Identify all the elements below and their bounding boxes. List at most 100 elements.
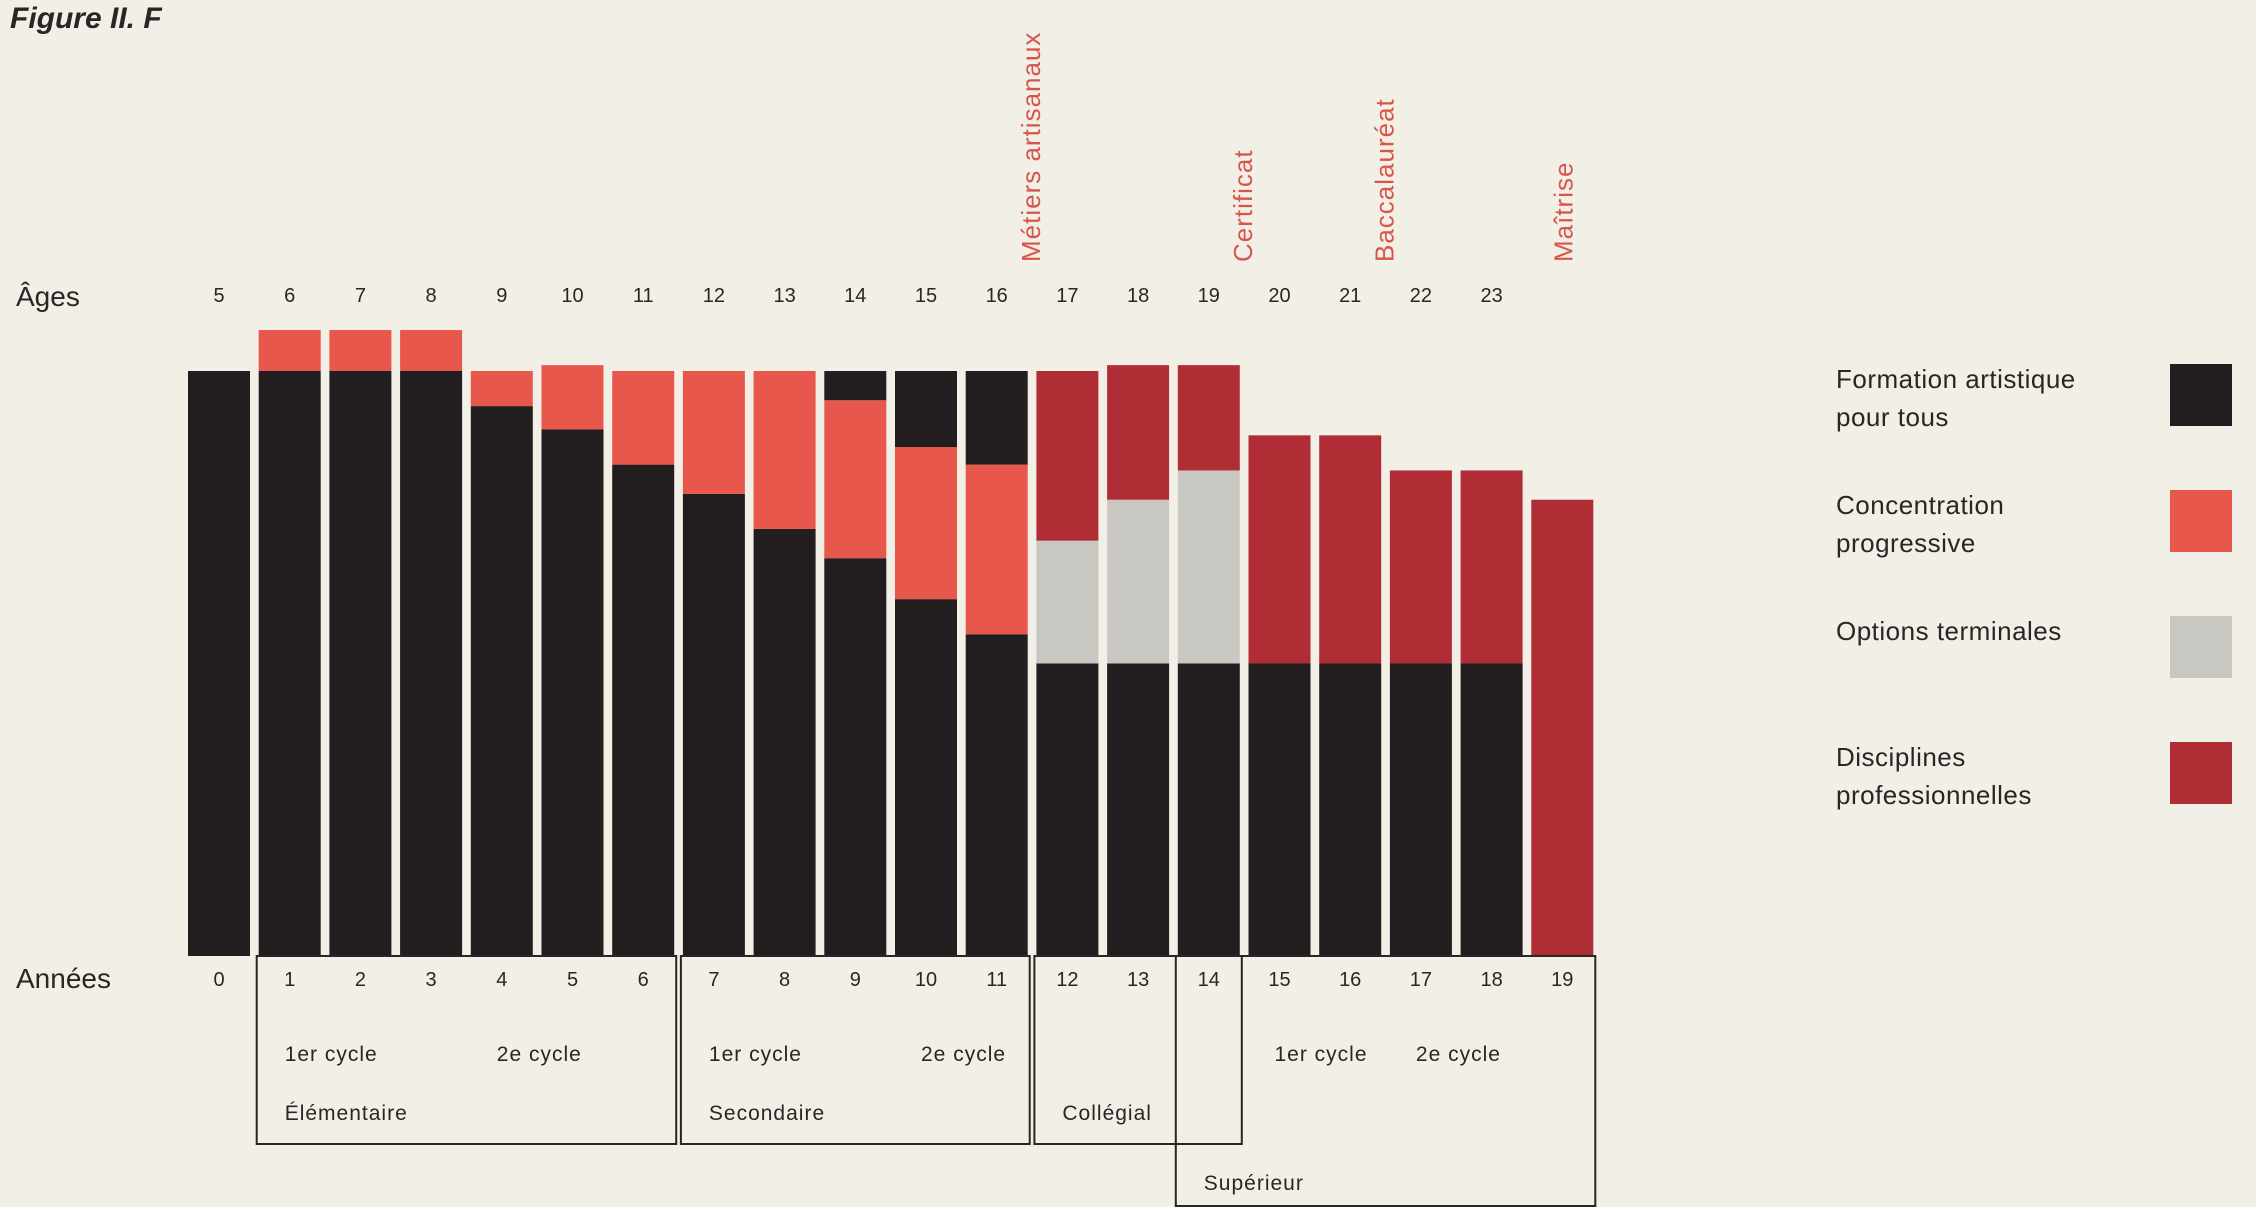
bar-segment-16-s0 — [1319, 663, 1382, 956]
bar-segment-2-s1 — [329, 330, 392, 371]
bar-segment-13-s3 — [1107, 365, 1170, 500]
year-tick-label: 17 — [1410, 969, 1432, 991]
milestone-label: Métiers artisanaux — [1016, 32, 1046, 262]
level-bracket — [1033, 955, 1243, 1145]
year-tick-label: 12 — [1056, 969, 1078, 991]
year-tick-label: 3 — [426, 969, 437, 991]
legend-label: Formation artistique pour tous — [1836, 364, 2076, 432]
bar-cap-9 — [824, 371, 887, 401]
bar-segment-7-s1 — [682, 371, 745, 494]
bar-segment-2-s0 — [329, 371, 392, 956]
year-tick-label: 6 — [638, 969, 649, 991]
bar-segment-7-s0 — [682, 493, 745, 956]
bar-segment-6-s1 — [612, 371, 675, 465]
bar-segment-14-s3 — [1177, 365, 1240, 471]
bar-segment-12-s0 — [1036, 663, 1099, 956]
year-tick-label: 4 — [496, 969, 507, 991]
age-tick-label: 7 — [355, 285, 366, 307]
age-tick-label: 17 — [1056, 285, 1078, 307]
cycle-label: 1er cycle — [1275, 1043, 1368, 1066]
bar-segment-18-s0 — [1460, 663, 1523, 956]
age-tick-label: 5 — [213, 285, 224, 307]
cycle-label: 2e cycle — [1416, 1043, 1501, 1066]
legend-swatch — [2170, 616, 2232, 678]
legend-item-concentration: Concentration progressive — [1836, 486, 2232, 566]
bar-segment-0-s0 — [188, 371, 250, 956]
age-tick-label: 11 — [633, 285, 654, 307]
level-label: Collégial — [1062, 1102, 1152, 1125]
ages-axis-label: Âges — [16, 281, 80, 312]
bar-segment-8-s1 — [753, 371, 816, 529]
level-brackets-group: 1er cycle 2e cycle 1er cycle 2e cycle 1er cy… — [255, 955, 1597, 1207]
bar-segment-4-s1 — [470, 371, 533, 407]
bar-segment-11-s1 — [965, 464, 1028, 635]
bar-segment-10-s0 — [895, 599, 957, 956]
age-tick-label: 15 — [915, 285, 937, 307]
bar-segment-9-s1 — [824, 400, 887, 559]
age-tick-label: 20 — [1268, 285, 1290, 307]
bar-segment-5-s1 — [541, 365, 604, 430]
bar-segment-17-s3 — [1389, 470, 1452, 664]
age-tick-label: 16 — [986, 285, 1008, 307]
level-label: Secondaire — [709, 1102, 825, 1125]
bar-segment-12-s3 — [1036, 371, 1099, 541]
bar-segment-18-s3 — [1460, 470, 1523, 664]
bar-segment-14-s0 — [1177, 663, 1240, 956]
year-tick-label: 16 — [1339, 969, 1361, 991]
age-tick-label: 6 — [284, 285, 295, 307]
year-tick-label: 0 — [213, 969, 224, 991]
legend-swatch — [2170, 490, 2232, 552]
bars-group — [188, 330, 1594, 957]
age-tick-label: 21 — [1339, 285, 1361, 307]
age-tick-label: 22 — [1410, 285, 1432, 307]
bar-segment-1-s1 — [258, 330, 321, 371]
bar-segment-1-s0 — [258, 371, 321, 956]
year-tick-label: 18 — [1480, 969, 1502, 991]
age-tick-label: 18 — [1127, 285, 1149, 307]
legend-swatch — [2170, 364, 2232, 426]
year-tick-label: 13 — [1127, 969, 1149, 991]
milestone-label: Baccalauréat — [1370, 98, 1400, 262]
level-label: Élémentaire — [285, 1102, 408, 1125]
legend-label: Options terminales — [1836, 616, 2062, 646]
bar-segment-15-s0 — [1248, 663, 1311, 956]
cycle-label: 1er cycle — [285, 1043, 378, 1066]
year-tick-label: 9 — [850, 969, 861, 991]
bar-segment-15-s3 — [1248, 435, 1311, 664]
year-tick-label: 8 — [779, 969, 790, 991]
legend-item-disciplines: Disciplines professionnelles — [1836, 738, 2232, 818]
age-tick-label: 10 — [561, 285, 583, 307]
bar-segment-17-s0 — [1389, 663, 1452, 956]
bar-segment-13-s0 — [1107, 663, 1170, 956]
age-tick-label: 23 — [1480, 285, 1502, 307]
level-bracket — [1174, 955, 1597, 1207]
bar-segment-4-s0 — [470, 406, 533, 957]
age-tick-label: 13 — [773, 285, 795, 307]
bar-segment-3-s1 — [400, 330, 463, 371]
level-label: Supérieur — [1204, 1172, 1304, 1195]
age-tick-label: 8 — [426, 285, 437, 307]
bar-cap-11 — [965, 371, 1028, 465]
milestone-label: Maîtrise — [1548, 162, 1578, 262]
bar-segment-9-s0 — [824, 558, 887, 956]
bar-segment-11-s0 — [965, 634, 1028, 956]
year-tick-label: 14 — [1198, 969, 1220, 991]
bar-segment-5-s0 — [541, 429, 604, 956]
bar-segment-19-s3 — [1531, 499, 1594, 956]
legend-item-options: Options terminales — [1836, 612, 2232, 692]
bar-segment-16-s3 — [1319, 435, 1382, 664]
level-bracket — [679, 955, 1031, 1145]
age-tick-label: 19 — [1198, 285, 1220, 307]
bar-segment-14-s2 — [1177, 470, 1240, 664]
bar-segment-3-s0 — [400, 371, 463, 956]
year-tick-label: 15 — [1268, 969, 1290, 991]
cycle-label: 2e cycle — [497, 1043, 582, 1066]
legend-label: Disciplines professionnelles — [1836, 742, 2032, 810]
milestone-label: Certificat — [1228, 149, 1258, 262]
year-tick-label: 1 — [284, 969, 295, 991]
year-tick-label: 2 — [355, 969, 366, 991]
age-tick-label: 14 — [844, 285, 866, 307]
bar-cap-10 — [895, 371, 957, 448]
bar-segment-12-s2 — [1036, 540, 1099, 664]
